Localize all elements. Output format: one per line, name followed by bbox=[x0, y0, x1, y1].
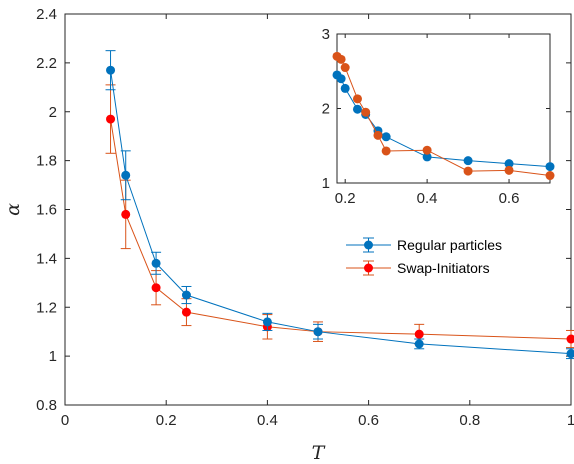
main-ytick-label: 0.8 bbox=[36, 397, 57, 414]
inset-point-regular bbox=[352, 104, 362, 114]
main-xtick-label: 1 bbox=[567, 412, 574, 429]
main-point-regular bbox=[414, 339, 424, 349]
inset-point-regular bbox=[336, 74, 346, 84]
inset-point-swap bbox=[340, 63, 350, 73]
main-ytick-label: 1.2 bbox=[36, 299, 57, 316]
inset-point-regular bbox=[422, 152, 432, 162]
inset-series-swap bbox=[332, 51, 555, 181]
main-point-regular bbox=[566, 349, 574, 359]
main-point-swap bbox=[566, 334, 574, 344]
main-xtick-label: 0.6 bbox=[358, 412, 379, 429]
inset-point-regular bbox=[545, 162, 555, 172]
main-ytick-label: 1 bbox=[49, 348, 57, 365]
main-series-regular bbox=[105, 50, 574, 360]
main-ytick-label: 1.4 bbox=[36, 250, 57, 267]
legend-entry-swap: Swap-Initiators bbox=[346, 260, 490, 276]
inset-point-swap bbox=[361, 107, 371, 117]
main-point-swap bbox=[181, 307, 191, 317]
inset-point-swap bbox=[545, 171, 555, 181]
inset-point-swap bbox=[463, 166, 473, 176]
inset-point-swap bbox=[422, 145, 432, 155]
main-point-regular bbox=[121, 170, 131, 180]
main-ytick-label: 1.6 bbox=[36, 202, 57, 219]
main-series-swap bbox=[105, 84, 574, 349]
legend: Regular particles Swap-Initiators bbox=[338, 229, 557, 282]
inset-xtick-label: 0.4 bbox=[417, 190, 438, 207]
main-point-regular bbox=[262, 317, 272, 327]
main-point-regular bbox=[106, 65, 116, 75]
legend-entry-regular: Regular particles bbox=[346, 237, 502, 253]
inset-ytick-label: 3 bbox=[322, 26, 330, 43]
main-line-regular bbox=[110, 70, 572, 355]
main-xlabel: T bbox=[312, 442, 326, 464]
main-ylabel: α bbox=[2, 203, 24, 216]
inset-plot: 0.2 0.4 0.6 1 2 3 bbox=[322, 26, 555, 207]
inset-point-swap bbox=[373, 130, 383, 140]
main-line-swap bbox=[110, 119, 572, 340]
main-point-regular bbox=[181, 290, 191, 300]
inset-xtick-label: 0.2 bbox=[335, 190, 356, 207]
inset-point-regular bbox=[463, 156, 473, 166]
main-xtick-label: 0 bbox=[61, 412, 69, 429]
legend-marker-regular bbox=[364, 240, 373, 250]
legend-box bbox=[338, 229, 557, 282]
main-point-regular bbox=[313, 327, 323, 337]
legend-label-swap: Swap-Initiators bbox=[397, 260, 490, 276]
main-xtick-label: 0.2 bbox=[156, 412, 177, 429]
inset-point-regular bbox=[381, 132, 391, 142]
inset-point-swap bbox=[336, 54, 346, 64]
inset-point-regular bbox=[504, 159, 514, 169]
inset-point-swap bbox=[504, 165, 514, 175]
inset-point-regular bbox=[340, 83, 350, 93]
main-point-swap bbox=[414, 329, 424, 339]
inset-point-swap bbox=[352, 94, 362, 104]
inset-ytick-label: 1 bbox=[322, 175, 330, 192]
inset-xtick-label: 0.6 bbox=[499, 190, 520, 207]
main-xtick-label: 0.4 bbox=[257, 412, 278, 429]
inset-point-swap bbox=[381, 146, 391, 156]
legend-marker-swap bbox=[364, 263, 373, 273]
legend-label-regular: Regular particles bbox=[397, 237, 502, 253]
inset-ytick-label: 2 bbox=[322, 101, 330, 118]
main-point-swap bbox=[121, 209, 131, 219]
main-ytick-label: 2 bbox=[49, 104, 57, 121]
main-ytick-label: 2.2 bbox=[36, 55, 57, 72]
main-ytick-label: 1.8 bbox=[36, 153, 57, 170]
main-ytick-label: 2.4 bbox=[36, 6, 57, 23]
main-point-regular bbox=[151, 258, 161, 268]
main-point-swap bbox=[151, 283, 161, 293]
main-xtick-label: 0.8 bbox=[459, 412, 480, 429]
main-point-swap bbox=[106, 114, 116, 124]
inset-plot-frame bbox=[336, 33, 551, 184]
